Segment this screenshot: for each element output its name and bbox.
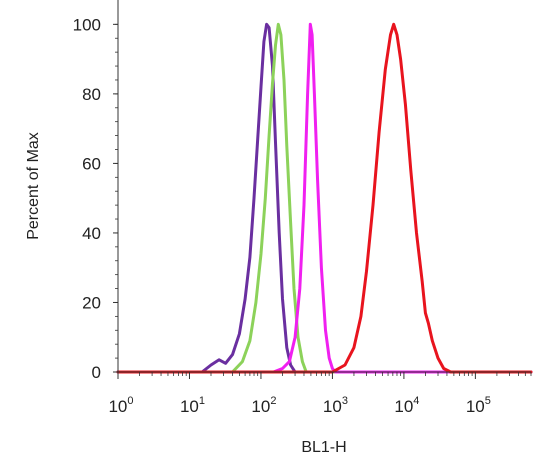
- y-axis-ticks: 0 20 40 60 80 100: [73, 15, 118, 382]
- x-tick-label: 104: [394, 395, 419, 416]
- y-tick-label: 60: [82, 154, 101, 173]
- x-tick-label: 101: [180, 395, 205, 416]
- x-tick-label: 100: [108, 395, 133, 416]
- series-line-3: [116, 22, 533, 374]
- y-tick-label: 100: [73, 15, 101, 34]
- x-tick-label: 103: [323, 395, 348, 416]
- x-tick-label: 102: [251, 395, 276, 416]
- y-tick-label: 80: [82, 85, 101, 104]
- series-layer: [116, 22, 533, 374]
- series-line-1: [116, 22, 533, 374]
- x-axis-title: BL1-H: [301, 439, 346, 456]
- x-axis-ticks: 100 101 102 103 104 105: [108, 372, 532, 416]
- y-tick-label: 0: [92, 363, 101, 382]
- x-tick-label: 105: [466, 395, 491, 416]
- y-tick-label: 20: [82, 293, 101, 312]
- series-line-4: [116, 22, 533, 374]
- y-axis-title: Percent of Max: [25, 132, 42, 240]
- y-tick-label: 40: [82, 224, 101, 243]
